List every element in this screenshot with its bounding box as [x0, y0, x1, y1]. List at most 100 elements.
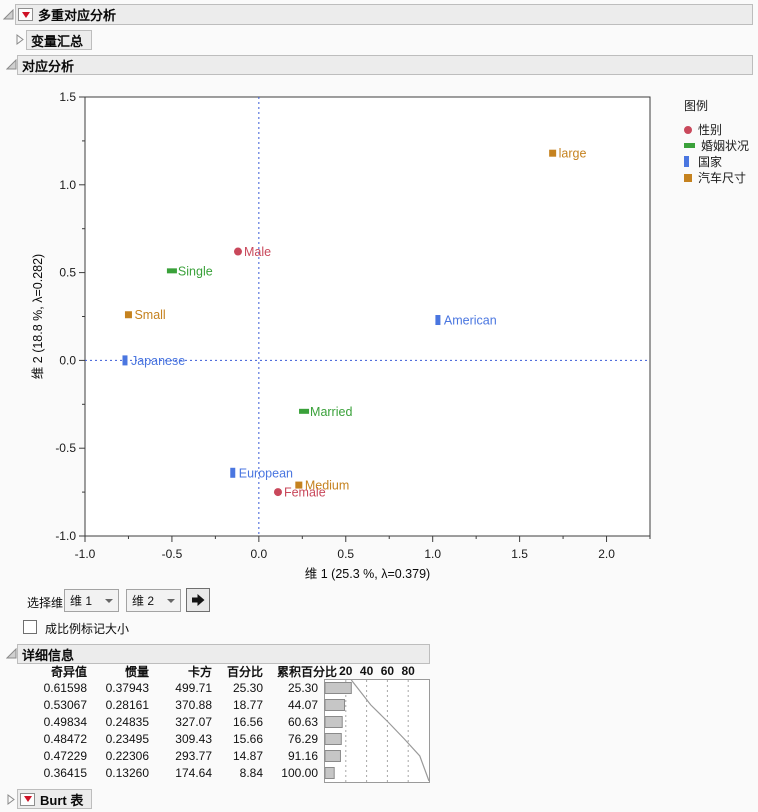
y-tick-label: 0.0 [59, 353, 76, 367]
dim2-dropdown-value: 维 2 [132, 594, 155, 608]
details-title: 详细信息 [22, 647, 75, 663]
circle-marker-icon [684, 125, 692, 134]
percent-bar [324, 699, 346, 711]
percent-bar [324, 716, 343, 728]
table-cell: 25.30 [232, 680, 263, 695]
legend-item-婚姻状况[interactable]: 婚姻状况 [684, 138, 756, 153]
disclosure-expanded-icon[interactable] [6, 59, 17, 70]
point-marker-american[interactable] [435, 315, 441, 326]
table-cell: 18.77 [232, 697, 263, 712]
variable-summary-header[interactable]: 变量汇总 [26, 30, 93, 50]
disclosure-expanded-icon[interactable] [3, 9, 14, 20]
x-tick-label: 2.0 [598, 547, 615, 561]
red-triangle-icon [21, 11, 30, 18]
disclosure-expanded-icon[interactable] [6, 648, 17, 659]
correspondence-scatter-plot[interactable]: -1.0 -0.5 0.0 0.5 1.0 1.5 2.0 -1.0 -0.5 0.0 0.5 1.0… [20, 85, 685, 585]
red-triangle-menu-button[interactable] [18, 8, 33, 21]
y-axis-title: 维 2 (18.8 %, λ=0.282) [31, 254, 45, 379]
table-row: 0.36415 0.13260 174.64 8.84 100.00 [30, 764, 450, 781]
table-cell: 0.36415 [43, 765, 87, 780]
table-cell: 0.53067 [43, 697, 87, 712]
legend-item-汽车尺寸[interactable]: 汽车尺寸 [684, 170, 756, 185]
legend-item-label: 性别 [698, 123, 723, 137]
minichart-axis-tick: 60 [380, 664, 395, 678]
table-cell: 100.00 [281, 765, 318, 780]
x-axis-title: 维 1 (25.3 %, λ=0.379) [305, 567, 430, 581]
minichart-axis-tick: 80 [401, 664, 415, 678]
point-label-male[interactable]: Male [244, 245, 271, 259]
table-cell: 25.30 [287, 680, 318, 695]
burt-table-title: Burt 表 [40, 792, 84, 808]
minichart-frame [324, 679, 430, 783]
column-header-3: 百分比 [226, 664, 263, 679]
point-marker-married[interactable] [299, 408, 310, 414]
table-row: 0.48472 0.23495 309.43 15.66 76.29 [30, 730, 450, 747]
table-cell: 16.56 [232, 714, 263, 729]
point-marker-european[interactable] [230, 467, 236, 478]
point-label-american[interactable]: American [444, 314, 497, 328]
column-header-4: 累积百分比 [276, 664, 337, 679]
table-cell: 0.22306 [105, 748, 149, 763]
point-marker-single[interactable] [166, 268, 177, 274]
column-header-1: 惯量 [124, 664, 149, 679]
cumulative-percent-line [350, 679, 430, 782]
x-tick-label: 1.0 [424, 547, 441, 561]
point-label-large[interactable]: large [559, 147, 587, 161]
y-tick-label: 0.5 [59, 266, 76, 280]
x-tick-label: 0.5 [337, 547, 354, 561]
table-cell: 15.66 [232, 731, 263, 746]
page-title: 多重对应分析 [38, 8, 117, 23]
chevron-down-icon [167, 598, 175, 603]
x-tick-label: 0.0 [251, 547, 268, 561]
table-row: 0.53067 0.28161 370.88 18.77 44.07 [30, 696, 450, 713]
legend-item-性别[interactable]: 性别 [684, 122, 756, 137]
y-tick-label: -1.0 [55, 529, 76, 543]
table-cell: 370.88 [175, 697, 212, 712]
point-label-european[interactable]: European [239, 466, 293, 480]
point-label-single[interactable]: Single [178, 264, 213, 278]
point-marker-medium[interactable] [295, 481, 303, 489]
point-marker-small[interactable] [124, 311, 132, 319]
dim2-dropdown[interactable]: 维 2 [126, 589, 181, 612]
apply-dimensions-button[interactable] [186, 588, 210, 612]
y-tick-label: 1.0 [59, 178, 76, 192]
column-header-2: 卡方 [187, 664, 212, 679]
point-marker-male[interactable] [233, 247, 242, 256]
proportional-size-checkbox[interactable] [23, 620, 37, 634]
chevron-down-icon [105, 598, 113, 603]
point-label-small[interactable]: Small [134, 308, 165, 322]
point-label-japanese[interactable]: Japanese [131, 354, 185, 368]
y-tick-label: -0.5 [55, 441, 76, 455]
dim1-dropdown[interactable]: 维 1 [64, 589, 119, 612]
point-label-female[interactable]: Female [284, 486, 326, 500]
black-arrow-icon [191, 594, 204, 606]
percent-bar [324, 682, 352, 694]
table-cell: 91.16 [287, 748, 318, 763]
point-label-medium[interactable]: Medium [305, 479, 349, 493]
table-cell: 44.07 [287, 697, 318, 712]
legend-title: 图例 [684, 99, 709, 113]
legend-item-国家[interactable]: 国家 [684, 154, 756, 169]
y-tick-label: 1.5 [59, 90, 76, 104]
table-cell: 174.64 [175, 765, 212, 780]
table-cell: 499.71 [175, 680, 212, 695]
square-marker-icon [684, 173, 692, 182]
point-marker-japanese[interactable] [122, 355, 128, 366]
point-marker-female[interactable] [273, 488, 282, 497]
correspondence-title: 对应分析 [22, 58, 75, 74]
red-triangle-menu-button[interactable] [20, 792, 35, 806]
point-marker-large[interactable] [549, 149, 557, 157]
legend-item-label: 国家 [698, 155, 723, 169]
x-tick-label: -0.5 [162, 547, 183, 561]
details-table: 奇异值 惯量 卡方 百分比 累积百分比 0.61598 0.37943 499.71 25.30… [30, 663, 450, 785]
minichart-axis-tick: 40 [359, 664, 374, 678]
disclosure-collapsed-icon[interactable] [14, 34, 25, 45]
table-cell: 309.43 [175, 731, 212, 746]
burt-table-header[interactable]: Burt 表 [17, 789, 93, 809]
x-tick-label: 1.5 [511, 547, 528, 561]
variable-summary-title: 变量汇总 [31, 33, 84, 49]
point-label-married[interactable]: Married [310, 405, 352, 419]
table-cell: 0.13260 [105, 765, 149, 780]
disclosure-collapsed-icon[interactable] [5, 794, 16, 805]
red-triangle-icon [23, 796, 32, 802]
